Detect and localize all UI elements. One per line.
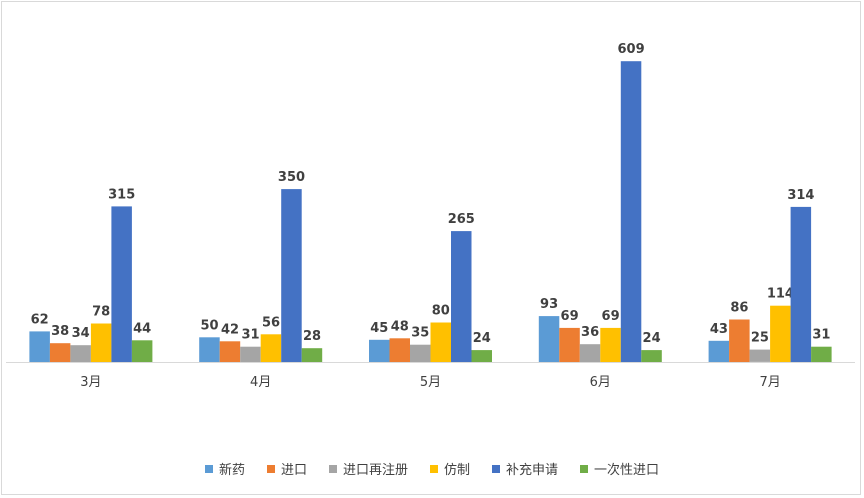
bar-3-3 [410, 344, 431, 362]
bar-6-4 [641, 350, 662, 362]
legend-swatch [580, 465, 588, 473]
bar-4-5 [770, 305, 791, 362]
data-label: 35 [411, 326, 429, 341]
bar-5-1 [111, 206, 132, 362]
x-tick-label: 7月 [759, 375, 780, 390]
bar-5-2 [281, 189, 302, 362]
data-label: 31 [812, 328, 830, 343]
data-label: 45 [370, 321, 388, 336]
legend-label: 进口再注册 [343, 463, 408, 478]
bar-6-2 [301, 348, 323, 362]
legend-label: 补充申请 [506, 462, 558, 478]
bar-6-3 [471, 350, 492, 362]
data-label: 48 [391, 319, 409, 334]
legend-label: 进口 [281, 463, 307, 478]
bar-2-5 [729, 319, 750, 362]
data-label: 78 [92, 305, 110, 320]
bar-4-4 [600, 327, 621, 362]
data-label: 265 [448, 212, 475, 227]
data-label: 38 [51, 324, 69, 339]
legend-swatch [329, 465, 337, 473]
data-label: 69 [561, 309, 579, 324]
bar-1-4 [538, 316, 560, 362]
data-label: 36 [581, 325, 599, 340]
legend-label: 新药 [219, 462, 245, 478]
bar-3-5 [749, 349, 771, 362]
bar-2-3 [389, 338, 410, 362]
bar-6-1 [131, 340, 153, 362]
bar-5-3 [451, 231, 472, 362]
data-label: 43 [710, 322, 728, 337]
legend-label: 一次性进口 [594, 462, 659, 478]
bar-4-1 [90, 323, 112, 362]
bar-2-2 [219, 341, 241, 362]
data-label: 315 [108, 187, 135, 202]
x-tick-label: 6月 [590, 375, 611, 390]
bar-3-4 [579, 344, 601, 362]
data-label: 34 [72, 326, 90, 341]
data-label: 314 [787, 188, 814, 203]
bar-3-1 [70, 345, 91, 362]
bar-4-2 [260, 334, 282, 362]
bar-5-4 [620, 61, 642, 362]
data-label: 80 [432, 304, 450, 319]
bar-2-1 [49, 343, 71, 362]
bar-1-3 [369, 339, 390, 362]
bar-6-5 [811, 346, 832, 362]
bar-3-2 [240, 346, 261, 362]
bar-1-5 [708, 340, 730, 362]
data-label: 350 [278, 170, 305, 185]
data-label: 609 [618, 42, 645, 57]
data-label: 28 [303, 329, 321, 344]
data-label: 50 [200, 318, 218, 333]
x-tick-label: 5月 [420, 375, 441, 390]
data-label: 93 [540, 297, 558, 312]
data-label: 25 [751, 331, 769, 346]
data-label: 31 [241, 328, 259, 343]
x-tick-label: 3月 [80, 375, 101, 390]
data-label: 24 [473, 331, 491, 346]
legend-label: 仿制 [444, 463, 470, 478]
legend-swatch [430, 465, 438, 473]
data-label: 44 [133, 321, 151, 336]
bar-2-4 [559, 327, 580, 362]
data-label: 114 [767, 287, 794, 302]
legend-swatch [267, 465, 275, 473]
x-tick-label: 4月 [250, 375, 271, 390]
bar-1-1 [29, 331, 50, 362]
data-label: 86 [730, 301, 748, 316]
legend-swatch [492, 465, 500, 473]
bar-1-2 [199, 337, 220, 362]
data-label: 24 [643, 331, 661, 346]
data-label: 62 [31, 312, 49, 327]
data-label: 56 [262, 315, 280, 330]
bar-4-3 [430, 322, 451, 362]
bar-5-5 [790, 206, 812, 362]
data-label: 42 [221, 322, 239, 337]
legend-swatch [205, 465, 213, 473]
data-label: 69 [602, 309, 620, 324]
